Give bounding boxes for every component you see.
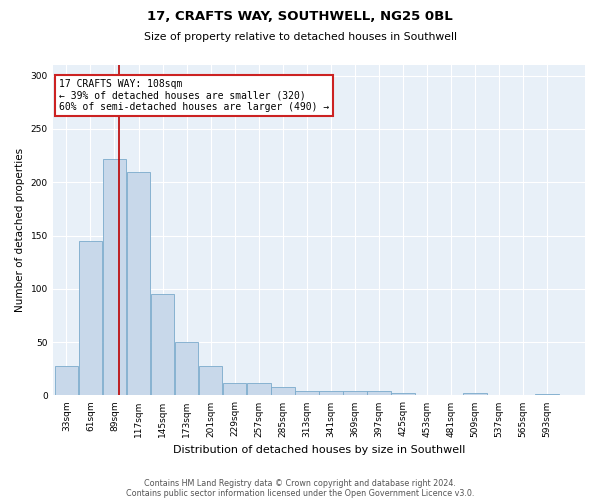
Bar — [271, 387, 295, 396]
Bar — [535, 394, 559, 396]
Bar — [175, 342, 199, 396]
Bar — [199, 366, 223, 396]
Bar — [151, 294, 175, 396]
Bar — [103, 159, 126, 396]
Bar — [391, 394, 415, 396]
Bar — [79, 241, 102, 396]
Bar — [343, 391, 367, 396]
Text: 17, CRAFTS WAY, SOUTHWELL, NG25 0BL: 17, CRAFTS WAY, SOUTHWELL, NG25 0BL — [147, 10, 453, 23]
Text: Contains HM Land Registry data © Crown copyright and database right 2024.: Contains HM Land Registry data © Crown c… — [144, 478, 456, 488]
Text: Size of property relative to detached houses in Southwell: Size of property relative to detached ho… — [143, 32, 457, 42]
Bar — [319, 391, 343, 396]
Bar — [463, 394, 487, 396]
Text: 17 CRAFTS WAY: 108sqm
← 39% of detached houses are smaller (320)
60% of semi-det: 17 CRAFTS WAY: 108sqm ← 39% of detached … — [59, 79, 329, 112]
Bar — [295, 391, 319, 396]
Bar — [367, 391, 391, 396]
Bar — [223, 382, 247, 396]
Text: Contains public sector information licensed under the Open Government Licence v3: Contains public sector information licen… — [126, 488, 474, 498]
Bar — [55, 366, 78, 396]
Bar — [247, 382, 271, 396]
Bar — [127, 172, 151, 396]
Y-axis label: Number of detached properties: Number of detached properties — [15, 148, 25, 312]
X-axis label: Distribution of detached houses by size in Southwell: Distribution of detached houses by size … — [173, 445, 465, 455]
